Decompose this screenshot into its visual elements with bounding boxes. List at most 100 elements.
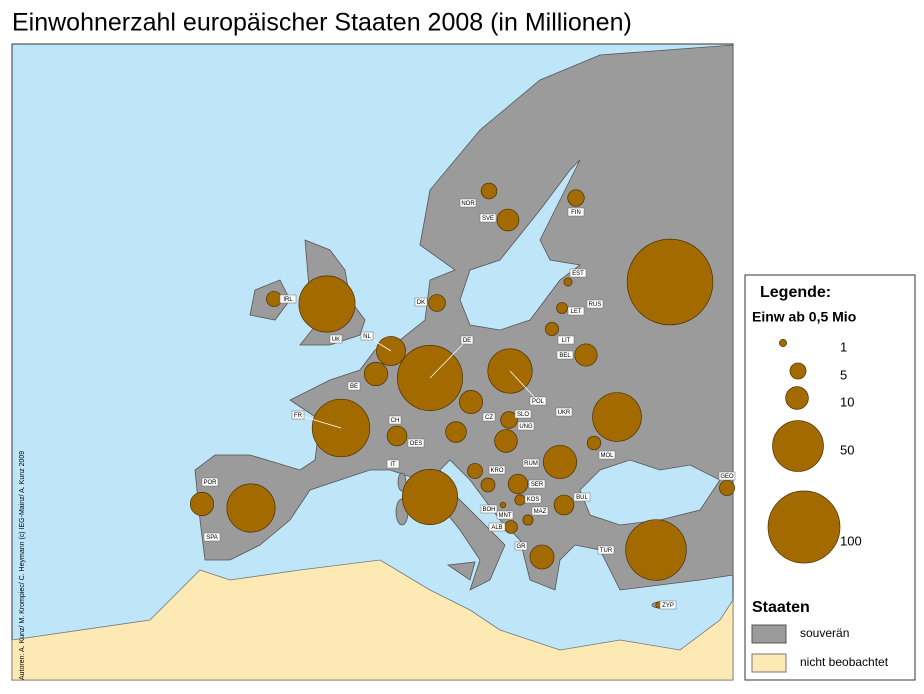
label-box — [586, 299, 604, 309]
label-box — [573, 492, 591, 502]
label-box — [291, 410, 305, 420]
label-box — [567, 306, 585, 316]
legend-circle — [789, 362, 807, 380]
country-label: NOR — [461, 201, 475, 207]
country-label: DE — [463, 338, 471, 344]
country-label: KOS — [527, 497, 540, 503]
label-box — [514, 409, 532, 419]
population-circle — [586, 435, 602, 451]
map: NOR SVE FIN EST LET RUS LIT BEL DK IRL UK NL BE DE POL… — [11, 43, 736, 681]
country-label: IT — [390, 462, 396, 468]
label-box — [557, 335, 575, 345]
population-circle — [401, 468, 459, 526]
sicily — [446, 561, 476, 581]
title: Einwohnerzahl europäischer Staaten 2008 … — [12, 9, 632, 37]
credit: Autoren: A. Kunz/ M. Krompiec/ C. Heyman… — [19, 451, 26, 680]
legend-title: Legende: — [760, 284, 831, 301]
states-item: nicht beobachtet — [800, 655, 889, 669]
label-box — [279, 294, 297, 304]
legend-circle — [767, 490, 841, 564]
population-circle — [545, 322, 559, 336]
label-box — [514, 541, 528, 551]
leader-line — [297, 414, 342, 429]
corsica — [397, 472, 407, 492]
label-box — [569, 268, 587, 278]
country-label: SVE — [482, 216, 494, 222]
label-box — [496, 510, 514, 520]
population-circle — [494, 429, 518, 453]
country-label: RUM — [524, 461, 538, 467]
label-box — [201, 477, 219, 487]
country-label: ZYP — [662, 603, 674, 609]
country-label: UKR — [558, 410, 571, 416]
country-label: KRO — [490, 468, 503, 474]
label-box — [524, 494, 542, 504]
population-circle — [522, 514, 534, 526]
population-circle — [480, 182, 498, 200]
label-box — [414, 297, 428, 307]
label-box — [459, 198, 477, 208]
label-box — [479, 213, 497, 223]
legend-circle — [785, 386, 809, 410]
population-circle — [626, 238, 714, 326]
leader-line — [429, 339, 468, 379]
label-box — [529, 396, 547, 406]
legend-size-label: 50 — [840, 442, 854, 457]
population-circle — [529, 544, 555, 570]
legend-box — [744, 274, 916, 681]
legend-size-label: 5 — [840, 367, 847, 382]
label-box — [531, 506, 549, 516]
label-box — [407, 438, 425, 448]
baltic-sea — [459, 159, 581, 331]
population-circle — [556, 302, 568, 314]
country-label: IRL — [283, 297, 293, 303]
population-circle — [542, 444, 578, 480]
country-label: POL — [532, 399, 545, 405]
legend-size-label: 10 — [840, 394, 854, 409]
label-box — [482, 412, 496, 422]
label-box — [386, 459, 400, 469]
population-circle — [625, 519, 687, 581]
country-label: EST — [572, 271, 584, 277]
population-circle — [363, 361, 389, 387]
population-circle — [226, 483, 276, 533]
country-label: MAZ — [534, 509, 547, 515]
country-label: ALB — [491, 525, 502, 531]
population-circle — [574, 343, 598, 367]
label-box — [329, 334, 343, 344]
country-label: LIT — [562, 338, 571, 344]
label-box — [718, 471, 736, 481]
population-circle — [428, 294, 446, 312]
population-circle — [563, 277, 573, 287]
country-label: NL — [363, 334, 371, 340]
legend-size-label: 1 — [840, 339, 847, 354]
country-label: SPA — [206, 535, 218, 541]
label-box — [388, 415, 402, 425]
population-circle — [514, 494, 526, 506]
country-label: GEO — [720, 474, 734, 480]
label-box — [528, 479, 546, 489]
population-circle — [459, 390, 483, 414]
country-label: UNG — [519, 424, 533, 430]
label-box — [360, 331, 374, 341]
population-circle — [507, 473, 529, 495]
label-box — [488, 465, 506, 475]
country-label: OES — [410, 441, 423, 447]
population-circle — [189, 491, 215, 517]
country-label: POR — [203, 480, 217, 486]
label-box — [488, 522, 506, 532]
population-circle — [499, 501, 507, 509]
label-box — [555, 407, 573, 417]
population-circle — [500, 411, 518, 429]
label-box — [567, 207, 585, 217]
country-label: BUL — [576, 495, 588, 501]
label-box — [460, 335, 474, 345]
population-circle — [467, 463, 483, 479]
country-markers: NOR SVE FIN EST LET RUS LIT BEL DK IRL UK NL BE DE POL… — [189, 182, 736, 610]
population-circle — [480, 477, 496, 493]
label-box — [203, 532, 221, 542]
africa — [11, 559, 734, 681]
swatch-not-observed — [751, 653, 787, 673]
population-circle — [504, 520, 518, 534]
